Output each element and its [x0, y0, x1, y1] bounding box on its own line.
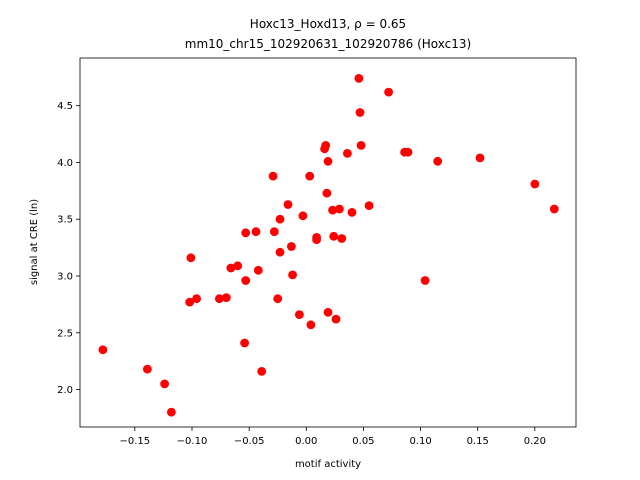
y-tick-label: 4.0 [57, 158, 73, 169]
x-tick-label: −0.05 [234, 436, 265, 447]
data-point [305, 171, 315, 181]
data-point [364, 201, 374, 211]
data-point [160, 379, 170, 389]
data-point [329, 231, 339, 241]
data-point [241, 228, 251, 238]
data-point [323, 307, 333, 317]
data-point [298, 211, 308, 221]
data-point [275, 247, 285, 257]
data-point [257, 367, 267, 376]
data-point [322, 188, 332, 198]
data-point [321, 141, 331, 150]
data-point [192, 294, 202, 304]
data-point [420, 276, 430, 285]
y-axis-ticks: 2.0 2.5 3.0 3.5 4.0 4.5 [57, 101, 80, 396]
data-point [186, 253, 196, 263]
data-point [384, 87, 393, 97]
data-point [347, 208, 357, 217]
data-point [283, 200, 293, 209]
x-tick-label: 0.10 [409, 436, 431, 447]
data-point [215, 294, 224, 304]
x-axis-ticks: −0.15 −0.10 −0.05 0.00 0.05 0.10 0.15 0.20 [120, 427, 546, 447]
data-point [185, 297, 195, 307]
data-point [287, 242, 296, 251]
data-point [226, 263, 236, 273]
y-tick-label: 3.0 [57, 271, 73, 282]
data-point [355, 108, 365, 117]
data-point [269, 227, 279, 237]
data-point [356, 141, 366, 150]
data-point [530, 179, 540, 189]
x-tick-label: −0.15 [120, 436, 151, 447]
y-axis-label: signal at CRE (ln) [29, 199, 40, 285]
x-tick-label: 0.05 [352, 436, 374, 447]
data-point [143, 364, 152, 374]
data-point [549, 204, 559, 214]
x-axis-label: motif activity [295, 459, 361, 470]
data-point [331, 314, 341, 324]
data-point [433, 156, 443, 166]
data-point [167, 407, 176, 417]
data-point [328, 205, 337, 215]
data-point [343, 149, 352, 158]
data-point [98, 345, 108, 355]
data-point [312, 235, 321, 245]
data-point [288, 270, 297, 280]
y-tick-label: 3.5 [57, 215, 73, 226]
data-point [354, 74, 364, 83]
data-point [240, 338, 250, 348]
y-tick-label: 2.5 [57, 328, 73, 339]
data-point [241, 276, 251, 285]
x-tick-label: −0.10 [177, 436, 208, 447]
data-point [323, 156, 333, 166]
data-point [403, 147, 413, 157]
data-point [475, 153, 485, 163]
data-point [335, 204, 344, 214]
data-point [337, 234, 347, 243]
data-point [275, 214, 285, 224]
y-tick-label: 4.5 [57, 101, 73, 112]
data-points [98, 74, 559, 417]
data-point [251, 227, 261, 237]
data-point [221, 293, 231, 302]
data-point [306, 320, 316, 330]
data-point [273, 294, 283, 304]
y-tick-label: 2.0 [57, 385, 73, 396]
chart-title-line1: Hoxc13_Hoxd13, ρ = 0.65 [250, 17, 406, 31]
data-point [268, 171, 278, 181]
data-point [233, 261, 243, 271]
x-tick-label: 0.00 [295, 436, 317, 447]
x-tick-label: 0.20 [524, 436, 546, 447]
x-tick-label: 0.15 [467, 436, 489, 447]
data-point [295, 310, 304, 319]
plot-area-frame [79, 57, 577, 428]
chart-title-line2: mm10_chr15_102920631_102920786 (Hoxc13) [185, 37, 471, 51]
data-point [253, 265, 263, 275]
